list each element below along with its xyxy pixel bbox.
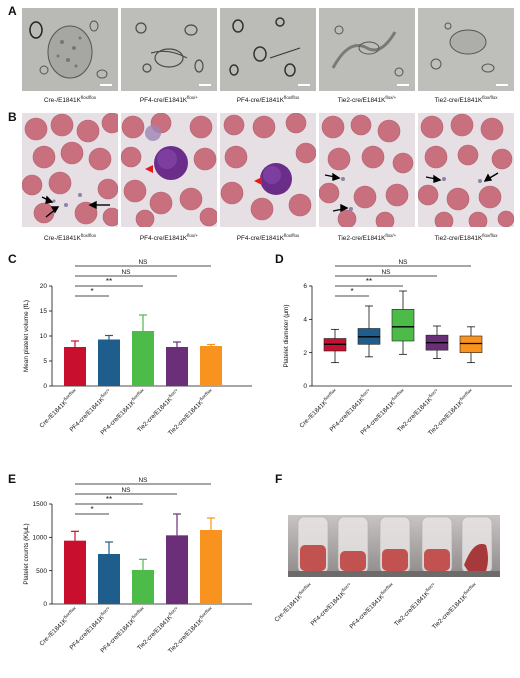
chart-c-ytick-0: 0: [43, 383, 47, 390]
chart-d-ytick-3: 6: [303, 283, 307, 290]
panel-f-xtick-4: Tie2-cre/E1841Kflox/flox: [430, 582, 480, 631]
chart-e-ytick-3: 1500: [33, 501, 48, 508]
caption-b5: Tie2-cre/E1841Kflox/flox: [434, 233, 498, 243]
chart-e-bar-0: [64, 540, 86, 604]
chart-e-bracket-label-2: NS: [121, 487, 131, 494]
chart-d-ytick-1: 2: [303, 350, 307, 357]
chart-c-ytick-1: 5: [43, 358, 47, 365]
chart-c-bar-0: [64, 347, 86, 386]
panel-f-xtick-1: PF4-cre/E1841Kflox/+: [308, 582, 354, 627]
panel-letter-a: A: [8, 4, 17, 18]
panel-letter-e: E: [8, 472, 17, 486]
chart-e-bracket-label-1: **: [106, 495, 112, 504]
caption-a2: PF4-cre/E1841Kflox/+: [139, 95, 199, 105]
caption-b3: PF4-cre/E1841Kflox/flox: [236, 233, 300, 243]
chart-c-ytick-3: 15: [40, 308, 48, 315]
panel-f-labels: Cre-/E1841Kflox/floxPF4-cre/E1841Kflox/+…: [272, 582, 480, 631]
chart-d-box-2: [391, 309, 415, 342]
micrograph-a4: [319, 8, 415, 91]
chart-d-ytick-0: 0: [303, 383, 307, 390]
chart-c-ylabel: Mean platelet volume (fL): [23, 300, 30, 372]
chart-e-ylabel: Platelet counts (K/μL): [23, 523, 30, 584]
chart-d-bracket-label-2: NS: [381, 269, 391, 276]
chart-e-bar-4: [200, 530, 222, 604]
caption-a3: PF4-cre/E1841Kflox/flox: [236, 95, 300, 105]
smear-b2: [121, 113, 217, 227]
chart-e-bracket-label-0: *: [90, 505, 93, 514]
chart-c-bar-4: [200, 346, 222, 386]
caption-a1: Cre-/E1841Kflox/flox: [43, 95, 97, 105]
micrograph-a2: [121, 8, 217, 91]
chart-e-bar-3: [166, 535, 188, 604]
caption-b1: Cre-/E1841Kflox/flox: [43, 233, 97, 243]
smear-b5: [418, 113, 514, 227]
chart-c-bracket-label-0: *: [90, 287, 93, 296]
chart-e-bar-2: [132, 570, 154, 604]
chart-c-bracket-label-2: NS: [121, 269, 131, 276]
chart-c-bar-2: [132, 331, 154, 386]
chart-d-bracket-label-0: *: [350, 287, 353, 296]
panel-letter-b: B: [8, 110, 17, 124]
chart-c-ytick-2: 10: [40, 333, 48, 340]
micrograph-a1: [22, 8, 118, 91]
micrograph-a3: [220, 8, 316, 91]
chart-c-bracket-label-1: **: [106, 277, 112, 286]
panel-letter-c: C: [8, 252, 17, 266]
caption-b4: Tie2-cre/E1841Kflox/+: [337, 233, 397, 243]
chart-e-ytick-0: 0: [43, 601, 47, 608]
chart-d-box-4: [459, 335, 483, 353]
chart-c-ytick-4: 20: [40, 283, 48, 290]
smear-b1: [22, 113, 118, 227]
panel-letter-f: F: [275, 472, 283, 486]
chart-e-bar-1: [98, 554, 120, 604]
chart-d-bracket-label-3: NS: [398, 259, 408, 266]
panel-f-xtick-2: PF4-cre/E1841Kflox/flox: [347, 582, 397, 631]
caption-b2: PF4-cre/E1841Kflox/+: [139, 233, 199, 243]
caption-a4: Tie2-cre/E1841Kflox/+: [337, 95, 397, 105]
chart-e-bracket-label-3: NS: [138, 477, 148, 484]
caption-a5: Tie2-cre/E1841Kflox/flox: [434, 95, 498, 105]
smear-b3: [220, 113, 316, 227]
smear-b4: [319, 113, 415, 227]
photo-f-tubes: [288, 515, 500, 577]
micrograph-a5: [418, 8, 514, 91]
chart-e-ytick-2: 1000: [33, 535, 48, 542]
panel-f-xtick-0: Cre-/E1841Kflox/flox: [272, 582, 315, 624]
chart-d-ylabel: Platelet diameter (μm): [283, 305, 290, 368]
panel-letter-d: D: [275, 252, 284, 266]
chart-e-ytick-1: 500: [36, 568, 47, 575]
chart-d-bracket-label-1: **: [366, 277, 372, 286]
chart-c-bracket-label-3: NS: [138, 259, 148, 266]
panel-f-xtick-3: Tie2-cre/E1841Kflox/+: [392, 582, 439, 628]
chart-c-bar-3: [166, 347, 188, 386]
chart-c-bar-1: [98, 339, 120, 386]
chart-d-ytick-2: 4: [303, 317, 307, 324]
